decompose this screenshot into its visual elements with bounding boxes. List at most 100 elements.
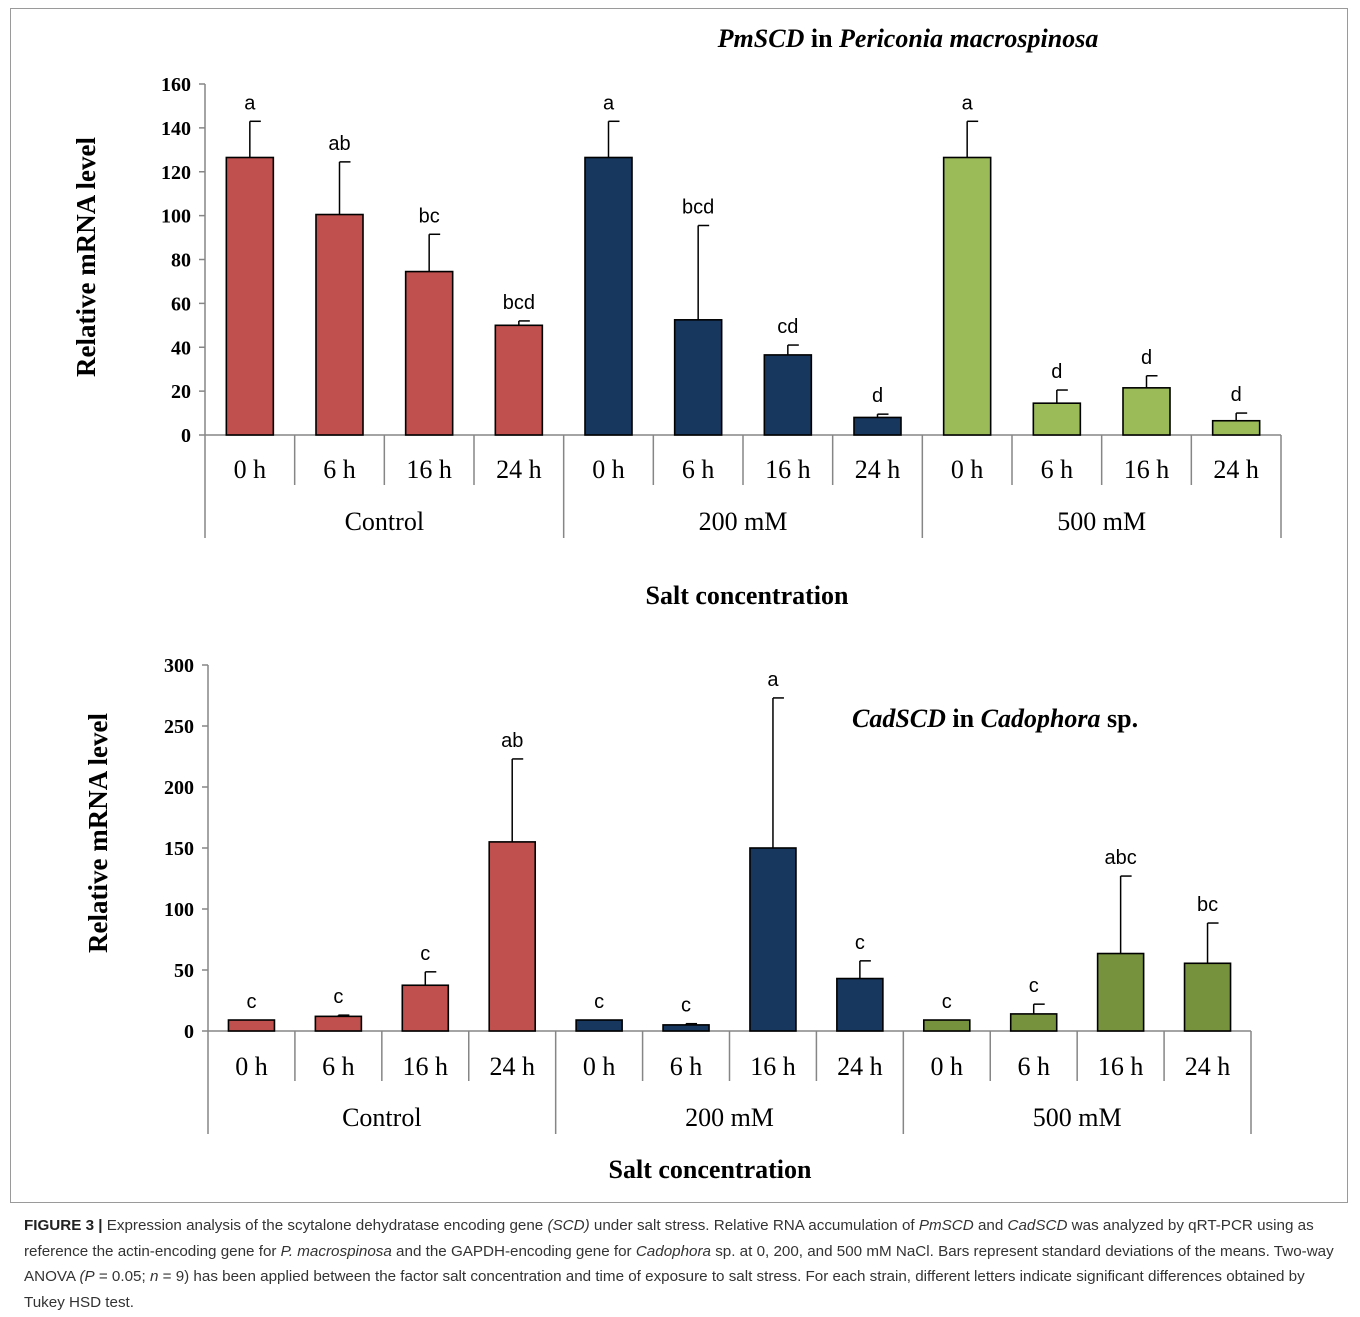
category-label: 16 h bbox=[1098, 1052, 1144, 1081]
category-label: 16 h bbox=[403, 1052, 449, 1081]
significance-letter: abc bbox=[1105, 847, 1137, 869]
bar bbox=[584, 156, 633, 436]
chart-title: PmSCD in Periconia macrospinosa bbox=[717, 24, 1099, 53]
category-label: 6 h bbox=[323, 455, 356, 484]
bar bbox=[227, 1019, 276, 1032]
category-label: 16 h bbox=[750, 1052, 796, 1081]
group-label: Control bbox=[342, 1103, 421, 1132]
category-label: 0 h bbox=[235, 1052, 268, 1081]
bar bbox=[853, 416, 902, 436]
category-label: 0 h bbox=[234, 455, 267, 484]
bar bbox=[673, 319, 723, 436]
category-label: 0 h bbox=[583, 1052, 616, 1081]
significance-letter: d bbox=[1051, 361, 1062, 383]
category-label: 6 h bbox=[322, 1052, 355, 1081]
bar bbox=[315, 213, 364, 436]
significance-letter: bcd bbox=[503, 292, 535, 314]
significance-letter: d bbox=[1231, 384, 1242, 406]
caption-label: FIGURE 3 | bbox=[24, 1217, 103, 1234]
significance-letter: c bbox=[333, 986, 343, 1008]
category-label: 6 h bbox=[682, 455, 715, 484]
bar bbox=[575, 1019, 623, 1032]
category-label: 6 h bbox=[1041, 455, 1074, 484]
significance-letter: ab bbox=[328, 133, 350, 155]
y-tick-label: 250 bbox=[164, 716, 194, 738]
category-label: 16 h bbox=[406, 455, 452, 484]
bar bbox=[488, 841, 537, 1032]
significance-letter: c bbox=[1029, 975, 1039, 997]
category-label: 24 h bbox=[855, 455, 901, 484]
y-tick-label: 0 bbox=[184, 1021, 194, 1043]
bar bbox=[922, 1019, 971, 1032]
significance-letter: d bbox=[872, 385, 883, 407]
bar bbox=[1009, 1013, 1058, 1032]
y-tick-label: 50 bbox=[174, 960, 194, 982]
significance-letter: c bbox=[594, 991, 604, 1013]
figure-caption: FIGURE 3 | Expression analysis of the sc… bbox=[24, 1217, 1334, 1311]
bar bbox=[749, 847, 797, 1032]
y-tick-label: 40 bbox=[171, 337, 191, 359]
significance-letter: c bbox=[855, 932, 865, 954]
significance-letter: a bbox=[603, 92, 615, 114]
y-tick-label: 100 bbox=[161, 206, 191, 228]
category-label: 24 h bbox=[837, 1052, 883, 1081]
y-tick-label: 140 bbox=[161, 118, 191, 140]
category-label: 0 h bbox=[951, 455, 984, 484]
x-axis-label: Salt concentration bbox=[609, 1155, 812, 1184]
group-label: 500 mM bbox=[1057, 507, 1146, 536]
bar bbox=[662, 1024, 710, 1032]
bar bbox=[404, 270, 454, 436]
significance-letter: d bbox=[1141, 347, 1152, 369]
group-label: 200 mM bbox=[699, 507, 788, 536]
chart-1: PmSCD in Periconia macrospinosa Relative … bbox=[71, 24, 1282, 610]
significance-letter: bcd bbox=[682, 196, 714, 218]
significance-letter: c bbox=[420, 943, 430, 965]
y-tick-label: 150 bbox=[164, 838, 194, 860]
bar bbox=[314, 1015, 363, 1032]
y-tick-label: 0 bbox=[181, 425, 191, 447]
figure-frame bbox=[10, 8, 1348, 1203]
bar bbox=[494, 324, 544, 436]
significance-letter: bc bbox=[419, 205, 440, 227]
significance-letter: ab bbox=[501, 730, 523, 752]
significance-letter: a bbox=[767, 669, 779, 691]
significance-letter: cd bbox=[777, 316, 798, 338]
significance-letter: c bbox=[681, 995, 691, 1017]
bar bbox=[1211, 419, 1261, 436]
bar bbox=[1032, 402, 1082, 436]
significance-letter: bc bbox=[1197, 894, 1218, 916]
bar bbox=[1096, 952, 1145, 1032]
bar bbox=[942, 156, 992, 436]
y-tick-label: 80 bbox=[171, 250, 191, 272]
y-tick-label: 300 bbox=[164, 655, 194, 677]
category-label: 0 h bbox=[931, 1052, 964, 1081]
group-label: 500 mM bbox=[1033, 1103, 1122, 1132]
category-label: 0 h bbox=[592, 455, 625, 484]
figure-canvas: PmSCD in Periconia macrospinosa Relative … bbox=[71, 24, 1282, 1184]
y-axis-label: Relative mRNA level bbox=[71, 137, 101, 377]
category-label: 6 h bbox=[1017, 1052, 1050, 1081]
category-label: 16 h bbox=[765, 455, 811, 484]
y-tick-label: 200 bbox=[164, 777, 194, 799]
category-label: 24 h bbox=[496, 455, 542, 484]
category-label: 24 h bbox=[489, 1052, 535, 1081]
y-tick-label: 100 bbox=[164, 899, 194, 921]
y-tick-label: 160 bbox=[161, 74, 191, 96]
bar bbox=[763, 354, 813, 436]
y-axis-label: Relative mRNA level bbox=[83, 713, 113, 953]
significance-letter: c bbox=[246, 991, 256, 1013]
significance-letter: c bbox=[942, 991, 952, 1013]
group-label: Control bbox=[345, 507, 424, 536]
bar bbox=[401, 984, 450, 1032]
bar bbox=[1122, 387, 1171, 436]
bar bbox=[225, 156, 275, 436]
group-label: 200 mM bbox=[685, 1103, 774, 1132]
chart-2: CadSCD in Cadophora sp. Relative mRNA lev… bbox=[83, 655, 1252, 1184]
y-tick-label: 60 bbox=[171, 293, 191, 315]
y-tick-label: 20 bbox=[171, 381, 191, 403]
significance-letter: a bbox=[962, 92, 974, 114]
category-label: 24 h bbox=[1185, 1052, 1231, 1081]
category-label: 24 h bbox=[1213, 455, 1259, 484]
x-axis-label: Salt concentration bbox=[646, 581, 849, 610]
y-tick-label: 120 bbox=[161, 162, 191, 184]
